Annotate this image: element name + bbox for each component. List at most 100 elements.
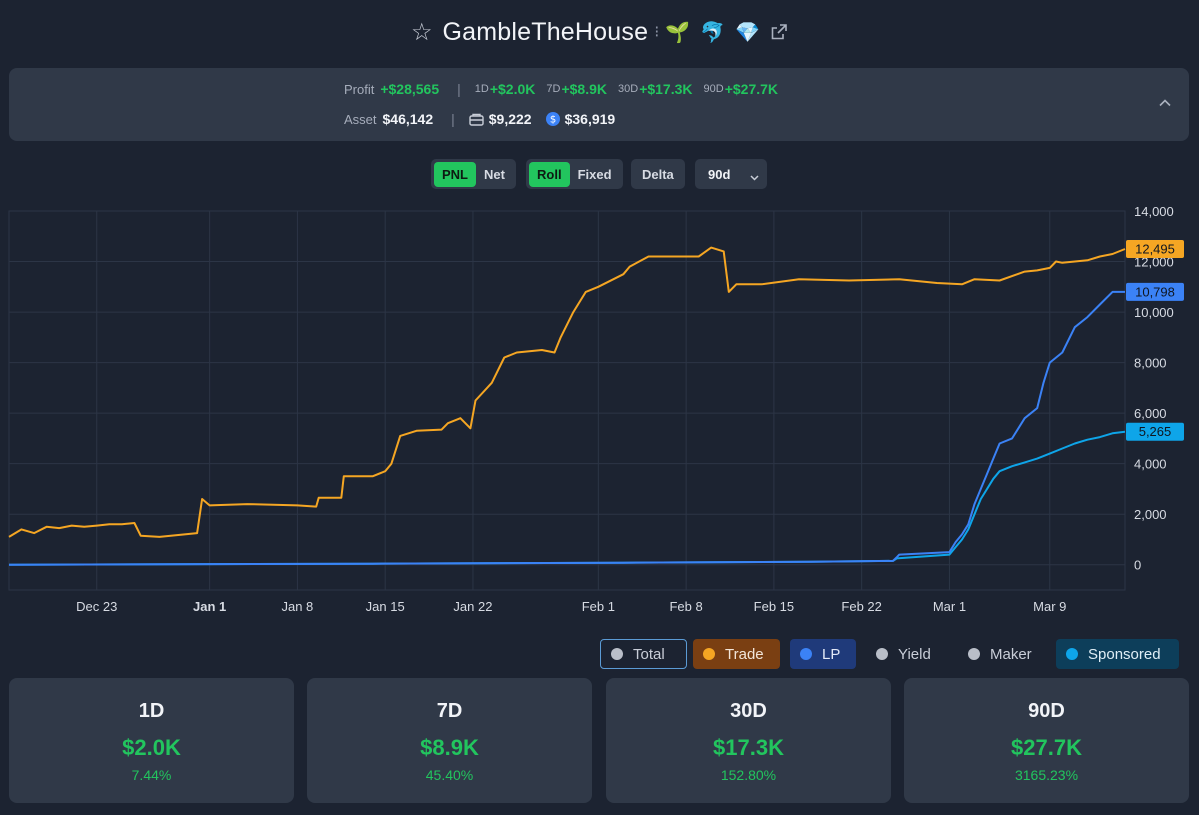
x-tick-label: Feb 15 (754, 599, 794, 614)
trade-dot-icon (703, 648, 715, 660)
svg-text:$: $ (549, 115, 555, 126)
stat-value: $8.9K (420, 735, 479, 760)
divider: | (457, 81, 461, 97)
legend-sponsored-label: Sponsored (1088, 645, 1161, 663)
y-tick-label: 10,000 (1134, 305, 1174, 320)
summary-card: Profit +$28,565 | 1D +$2.0K 7D +$8.9K 30… (9, 68, 1189, 141)
legend-yield[interactable]: Yield (866, 639, 946, 669)
x-tick-label: Feb 1 (582, 599, 615, 614)
sponsored-dot-icon (1066, 648, 1078, 660)
diamond-badge-icon: 💎 (735, 21, 760, 44)
stat-percent: 45.40% (425, 767, 474, 783)
profit-row: Profit +$28,565 | 1D +$2.0K 7D +$8.9K 30… (344, 81, 778, 97)
chart-legend: Total Trade LP Yield Maker Sponsored (0, 639, 1199, 669)
external-link-icon[interactable] (770, 23, 788, 41)
x-tick-label: Jan 8 (281, 599, 313, 614)
period-label-90d: 90D (703, 83, 724, 95)
lp-dot-icon (800, 648, 812, 660)
coin-icon: $ (545, 112, 560, 126)
x-tick-label: Mar 1 (933, 599, 966, 614)
pnl-chart[interactable]: 0 2,000 4,000 6,000 8,000 10,000 12,000 14,000 D… (0, 200, 1199, 620)
series-line-lp (8, 290, 1125, 566)
pnl-button[interactable]: PNL (434, 161, 476, 187)
fixed-button[interactable]: Fixed (577, 166, 612, 182)
stat-value: $2.0K (122, 735, 181, 760)
end-label-sponsored: 5,265 (1126, 422, 1184, 441)
collapse-chevron-icon[interactable] (1159, 96, 1171, 108)
y-tick-label: 8,000 (1134, 356, 1167, 371)
period-label-30d: 30D (618, 83, 639, 95)
stat-percent: 3165.23% (1014, 767, 1079, 783)
y-tick-label: 12,000 (1134, 255, 1174, 270)
range-select[interactable]: 90d (695, 159, 767, 189)
y-tick-label: 14,000 (1134, 204, 1174, 219)
chart-controls: PNL Net Roll Fixed Delta 90d (0, 159, 1199, 189)
end-label-lp: 10,798 (1126, 282, 1184, 301)
coin-value: $36,919 (564, 111, 616, 127)
y-tick-label: 4,000 (1134, 457, 1167, 472)
asset-value: $46,142 (382, 111, 434, 127)
legend-yield-label: Yield (898, 645, 931, 663)
y-tick-label: 6,000 (1134, 406, 1167, 421)
legend-lp-label: LP (822, 645, 841, 663)
maker-dot-icon (968, 648, 980, 660)
legend-lp[interactable]: LP (790, 639, 856, 669)
end-label-trade: 12,495 (1126, 240, 1184, 259)
dolphin-badge-icon: 🐬 (700, 21, 726, 44)
delta-group: Delta (631, 159, 685, 189)
period-label-1d: 1D (474, 83, 489, 95)
stat-percent: 152.80% (720, 767, 777, 783)
period-value-1d: +$2.0K (489, 81, 536, 97)
stat-period: 90D (1028, 700, 1065, 722)
net-button[interactable]: Net (484, 166, 505, 182)
wallet-icon (469, 113, 484, 126)
asset-label: Asset (344, 111, 377, 127)
period-value-90d: +$27.7K (724, 81, 779, 97)
stat-period: 30D (730, 700, 767, 722)
roll-button[interactable]: Roll (529, 161, 570, 187)
legend-trade-label: Trade (725, 645, 764, 663)
pnl-net-toggle: PNL Net (431, 159, 516, 189)
x-tick-label: Jan 22 (453, 599, 492, 614)
profit-label: Profit (344, 81, 375, 97)
period-value-30d: +$17.3K (639, 81, 693, 97)
stat-value: $17.3K (713, 735, 784, 760)
chevron-down-icon (750, 170, 759, 181)
svg-text:10,798: 10,798 (1135, 284, 1175, 299)
roll-fixed-toggle: Roll Fixed (526, 159, 623, 189)
x-tick-label: Feb 22 (841, 599, 881, 614)
period-value-7d: +$8.9K (561, 81, 607, 97)
stat-value: $27.7K (1011, 735, 1082, 760)
page-header: ☆ GambleTheHouse ⁝ 🌱 🐬 💎 (0, 14, 1199, 50)
legend-total-label: Total (633, 645, 665, 663)
legend-trade[interactable]: Trade (693, 639, 780, 669)
stat-card-30d: 30D $17.3K 152.80% (606, 678, 891, 803)
legend-maker[interactable]: Maker (958, 639, 1046, 669)
range-select-value: 90d (708, 166, 731, 182)
stat-period: 1D (138, 700, 165, 722)
x-tick-label: Feb 8 (669, 599, 702, 614)
star-icon[interactable]: ☆ (410, 18, 433, 46)
x-tick-label: Jan 15 (366, 599, 405, 614)
yield-dot-icon (876, 648, 888, 660)
stat-card-7d: 7D $8.9K 45.40% (307, 678, 592, 803)
stat-card-1d: 1D $2.0K 7.44% (9, 678, 294, 803)
series-line-sponsored (8, 430, 1126, 566)
profit-value: +$28,565 (380, 81, 440, 97)
divider: | (451, 111, 455, 127)
legend-maker-label: Maker (990, 645, 1032, 663)
chart-svg: 0 2,000 4,000 6,000 8,000 10,000 12,000 14,000 D… (8, 204, 1184, 614)
legend-total[interactable]: Total (600, 639, 687, 669)
series-line-trade (8, 246, 1126, 538)
wallet-value: $9,222 (488, 111, 532, 127)
legend-sponsored[interactable]: Sponsored (1056, 639, 1179, 669)
period-label-7d: 7D (546, 83, 561, 95)
page-title: GambleTheHouse (442, 17, 649, 46)
y-tick-label: 2,000 (1134, 507, 1167, 522)
delta-button[interactable]: Delta (642, 166, 674, 182)
stat-period: 7D (436, 700, 463, 722)
x-tick-label: Dec 23 (76, 599, 117, 614)
stat-card-90d: 90D $27.7K 3165.23% (904, 678, 1189, 803)
more-dots-icon[interactable]: ⁝ (654, 24, 660, 41)
asset-row: Asset $46,142 | $9,222 $ $36,919 (344, 111, 615, 127)
